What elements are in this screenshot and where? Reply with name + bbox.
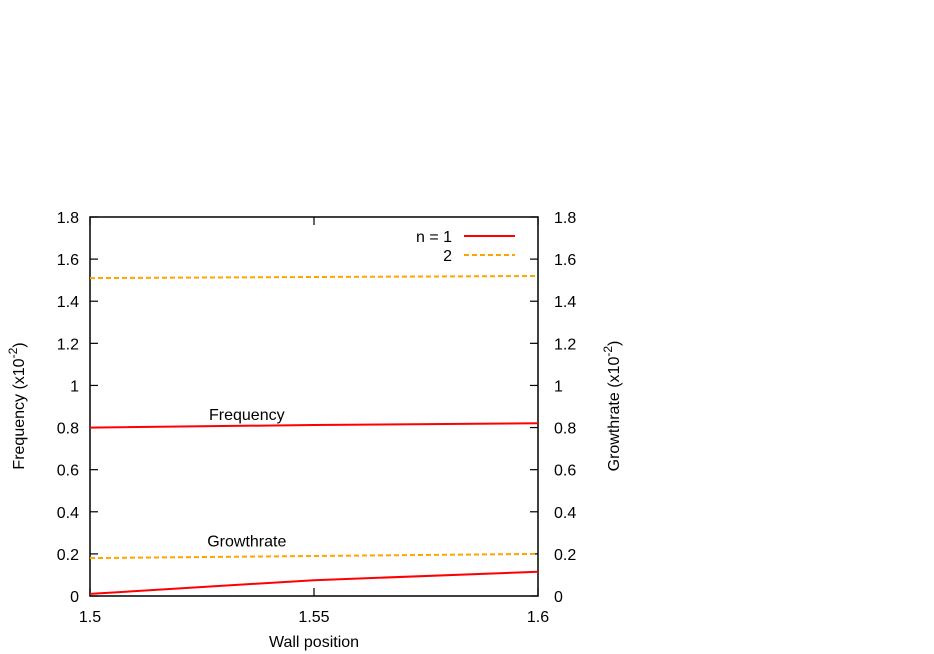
right-y-tick-label: 0.4 (554, 505, 576, 522)
right-y-axis-label: Growthrate (x10-2) (601, 341, 623, 472)
right-y-tick-label: 1 (554, 378, 563, 395)
right-y-axis-label-close: ) (606, 341, 623, 346)
left-y-axis-label: Frequency (x10-2) (6, 342, 28, 469)
annotation-label: Frequency (209, 407, 285, 424)
series-line-2-1 (89, 275, 539, 280)
right-y-tick-label: 1.6 (554, 252, 576, 269)
series-line-1-1 (89, 422, 539, 429)
right-y-tick-label: 1.2 (554, 336, 576, 353)
series-line-2-2 (89, 552, 539, 560)
annotation-label: Growthrate (207, 534, 286, 551)
left-y-axis-label-main: Frequency (x10 (11, 358, 28, 469)
right-y-axis-label-main: Growthrate (x10 (606, 357, 623, 472)
left-y-axis-label-close: ) (11, 342, 28, 347)
left-y-tick-label: 1.8 (57, 210, 79, 227)
right-y-tick-label: 0 (554, 589, 563, 606)
x-tick-label: 1.55 (298, 609, 329, 626)
series-line-1-2 (89, 570, 539, 595)
left-y-tick-label: 1.2 (57, 336, 79, 353)
right-y-axis-label-exponent: -2 (601, 346, 615, 357)
x-tick-label: 1.5 (79, 609, 101, 626)
left-y-tick-label: 0.6 (57, 463, 79, 480)
left-y-axis-label-exponent: -2 (6, 347, 20, 358)
left-y-tick-label: 1 (70, 378, 79, 395)
right-y-tick-label: 1.4 (554, 294, 576, 311)
right-y-tick-label: 1.8 (554, 210, 576, 227)
x-axis-label: Wall position (269, 634, 359, 651)
left-y-tick-label: 0.4 (57, 505, 79, 522)
left-y-tick-label: 0.2 (57, 547, 79, 564)
right-y-tick-label: 0.8 (554, 421, 576, 438)
x-tick-label: 1.6 (527, 609, 549, 626)
legend-label: 2 (443, 248, 452, 265)
left-y-tick-label: 1.6 (57, 252, 79, 269)
left-y-tick-label: 1.4 (57, 294, 79, 311)
left-y-tick-label: 0 (70, 589, 79, 606)
right-y-tick-label: 0.6 (554, 463, 576, 480)
right-y-tick-label: 0.2 (554, 547, 576, 564)
legend-label: n = 1 (416, 229, 452, 246)
plot-frame (89, 216, 539, 597)
left-y-tick-label: 0.8 (57, 421, 79, 438)
